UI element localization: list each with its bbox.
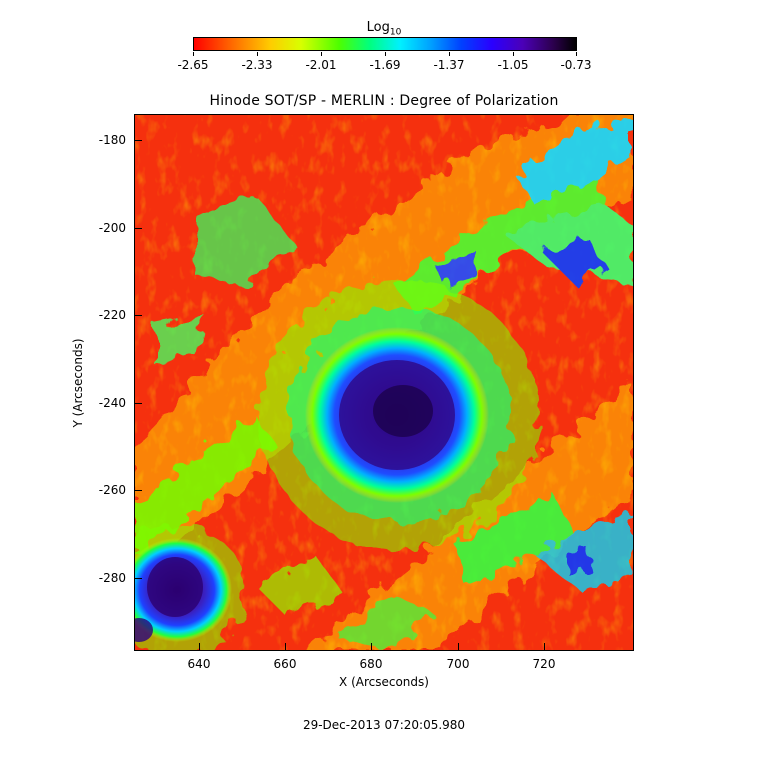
x-tick (458, 643, 459, 651)
colorbar-tick-label: -2.33 (241, 58, 273, 72)
y-tick (134, 490, 142, 491)
y-tick-label: -280 (98, 571, 126, 585)
y-tick (134, 140, 142, 141)
x-axis-label: X (Arcseconds) (339, 675, 429, 689)
y-tick-label: -220 (98, 308, 126, 322)
colorbar-tick-label: -0.73 (560, 58, 592, 72)
y-tick (134, 578, 142, 579)
y-tick (134, 228, 142, 229)
colorbar-tick (257, 52, 258, 56)
x-tick (199, 643, 200, 651)
x-tick (285, 643, 286, 651)
colorbar-tick (321, 52, 322, 56)
colorbar-tick (193, 52, 194, 56)
colorbar-tick-label: -2.01 (305, 58, 337, 72)
y-tick (134, 403, 142, 404)
y-tick (134, 315, 142, 316)
x-tick-label: 660 (273, 657, 297, 671)
colorbar-tick (385, 52, 386, 56)
polarization-map (134, 114, 634, 651)
x-tick-label: 720 (532, 657, 556, 671)
x-tick-label: 700 (446, 657, 470, 671)
polarization-map-image (135, 115, 633, 650)
colorbar-tick (513, 52, 514, 56)
x-tick (544, 643, 545, 651)
colorbar-tick-label: -1.37 (433, 58, 465, 72)
x-tick-label: 640 (187, 657, 211, 671)
y-tick-label: -180 (98, 133, 126, 147)
colorbar-tick-label: -1.69 (369, 58, 401, 72)
colorbar-title-base: Log (366, 20, 390, 35)
plot-title: Hinode SOT/SP - MERLIN : Degree of Polar… (209, 93, 559, 109)
colorbar-title: Log10 (0, 20, 768, 38)
colorbar-title-subscript: 10 (389, 27, 402, 38)
x-tick-label: 680 (359, 657, 383, 671)
colorbar-tick (449, 52, 450, 56)
x-tick (371, 643, 372, 651)
observation-timestamp: 29-Dec-2013 07:20:05.980 (302, 718, 466, 732)
y-tick-label: -240 (98, 396, 126, 410)
colorbar-tick-label: -1.05 (497, 58, 529, 72)
colorbar-tick (576, 52, 577, 56)
y-axis-label: Y (Arcseconds) (71, 338, 85, 428)
colorbar-tick-label: -2.65 (177, 58, 209, 72)
y-tick-label: -260 (98, 483, 126, 497)
y-tick-label: -200 (98, 221, 126, 235)
colorbar (193, 37, 577, 51)
